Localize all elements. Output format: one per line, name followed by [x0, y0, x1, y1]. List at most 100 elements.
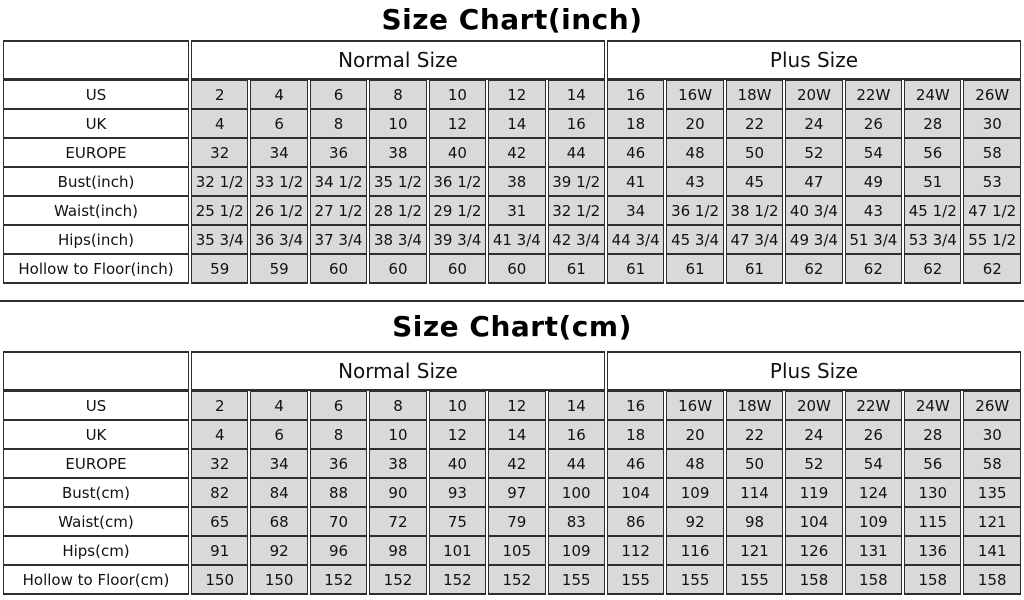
size-value-cell: 18W [725, 80, 784, 109]
size-value-cell: 12 [488, 391, 546, 420]
section-divider [0, 300, 1024, 302]
size-value-cell: 4 [191, 109, 249, 138]
size-value-cell: 32 1/2 [191, 167, 249, 196]
size-value-cell: 52 [785, 138, 843, 167]
row-label: Waist(inch) [3, 196, 189, 225]
size-value-cell: 10 [369, 109, 427, 138]
size-value-cell: 16 [606, 391, 665, 420]
size-value-cell: 14 [547, 80, 605, 109]
size-value-cell: 49 [844, 167, 903, 196]
size-value-cell: 86 [606, 507, 665, 536]
size-value-cell: 60 [428, 254, 487, 284]
size-value-cell: 104 [785, 507, 843, 536]
size-value-cell: 22W [844, 391, 903, 420]
size-value-cell: 152 [488, 565, 546, 595]
row-label: Hips(inch) [3, 225, 189, 254]
size-value-cell: 61 [606, 254, 665, 284]
size-value-cell: 49 3/4 [785, 225, 843, 254]
size-chart-inch-title: Size Chart(inch) [381, 3, 643, 36]
size-value-cell: 112 [606, 536, 665, 565]
size-table-row: US 2 4 6 8 10 12 14 16 16W 18W 20W 22W 24W 26W [3, 80, 1021, 109]
cm-table-body: US 2 4 6 8 10 12 14 16 16W 18W 20W 22W 24W 26W UK 4 6 8 10 1… [3, 391, 1021, 595]
corner-cell [3, 351, 189, 391]
size-value-cell: 116 [666, 536, 724, 565]
size-value-cell: 105 [488, 536, 546, 565]
size-value-cell: 30 [963, 109, 1021, 138]
size-value-cell: 20 [666, 420, 724, 449]
size-value-cell: 68 [250, 507, 308, 536]
size-value-cell: 28 [904, 109, 962, 138]
size-value-cell: 62 [963, 254, 1021, 284]
size-value-cell: 6 [309, 80, 368, 109]
size-value-cell: 72 [369, 507, 427, 536]
size-value-cell: 131 [844, 536, 903, 565]
size-table-row: Waist(cm) 65 68 70 72 75 79 83 86 92 98 104 109 115 12… [3, 507, 1021, 536]
size-value-cell: 8 [309, 420, 368, 449]
size-value-cell: 50 [725, 449, 784, 478]
size-value-cell: 152 [369, 565, 427, 595]
size-value-cell: 48 [666, 449, 724, 478]
size-value-cell: 60 [369, 254, 427, 284]
size-value-cell: 97 [488, 478, 546, 507]
size-table-row: US 2 4 6 8 10 12 14 16 16W 18W 20W 22W 24W 26W [3, 391, 1021, 420]
size-value-cell: 35 1/2 [369, 167, 427, 196]
size-value-cell: 6 [250, 420, 308, 449]
size-value-cell: 56 [904, 449, 962, 478]
size-value-cell: 12 [488, 80, 546, 109]
size-value-cell: 62 [785, 254, 843, 284]
size-value-cell: 37 3/4 [309, 225, 368, 254]
size-value-cell: 42 [488, 449, 546, 478]
size-value-cell: 28 [904, 420, 962, 449]
size-value-cell: 39 1/2 [547, 167, 605, 196]
row-label: US [3, 391, 189, 420]
size-value-cell: 36 [309, 449, 368, 478]
size-value-cell: 44 [547, 449, 605, 478]
size-value-cell: 18W [725, 391, 784, 420]
size-value-cell: 158 [844, 565, 903, 595]
size-value-cell: 12 [428, 109, 487, 138]
size-value-cell: 22W [844, 80, 903, 109]
size-value-cell: 51 [904, 167, 962, 196]
size-value-cell: 40 [428, 138, 487, 167]
size-value-cell: 62 [904, 254, 962, 284]
size-chart-cm-section: Size Chart(cm) Normal Size Plus Size US 2… [0, 302, 1024, 595]
size-value-cell: 130 [904, 478, 962, 507]
row-label: UK [3, 109, 189, 138]
size-value-cell: 59 [191, 254, 249, 284]
size-value-cell: 114 [725, 478, 784, 507]
size-value-cell: 32 [191, 138, 249, 167]
size-value-cell: 22 [725, 420, 784, 449]
size-value-cell: 65 [191, 507, 249, 536]
size-value-cell: 84 [250, 478, 308, 507]
plus-size-header: Plus Size [606, 40, 1021, 80]
size-value-cell: 16 [547, 420, 605, 449]
size-value-cell: 70 [309, 507, 368, 536]
row-label: Waist(cm) [3, 507, 189, 536]
row-label: Hips(cm) [3, 536, 189, 565]
plus-size-header: Plus Size [606, 351, 1021, 391]
size-value-cell: 53 3/4 [904, 225, 962, 254]
size-table-row: EUROPE 32 34 36 38 40 42 44 46 48 50 52 54 56 58 [3, 449, 1021, 478]
size-value-cell: 34 [250, 449, 308, 478]
size-value-cell: 38 [488, 167, 546, 196]
normal-size-header: Normal Size [191, 40, 605, 80]
size-value-cell: 43 [666, 167, 724, 196]
size-value-cell: 54 [844, 449, 903, 478]
size-value-cell: 90 [369, 478, 427, 507]
size-value-cell: 109 [547, 536, 605, 565]
size-value-cell: 28 1/2 [369, 196, 427, 225]
size-value-cell: 6 [250, 109, 308, 138]
size-value-cell: 18 [606, 109, 665, 138]
row-label: US [3, 80, 189, 109]
size-value-cell: 8 [369, 391, 427, 420]
size-value-cell: 121 [725, 536, 784, 565]
size-value-cell: 100 [547, 478, 605, 507]
size-chart-inch-table: Normal Size Plus Size US 2 4 6 8 10 12 14 16 16W 1… [1, 40, 1023, 284]
row-label: Bust(inch) [3, 167, 189, 196]
size-value-cell: 109 [666, 478, 724, 507]
size-value-cell: 60 [309, 254, 368, 284]
size-value-cell: 20W [785, 391, 843, 420]
size-value-cell: 24W [904, 391, 962, 420]
size-value-cell: 6 [309, 391, 368, 420]
